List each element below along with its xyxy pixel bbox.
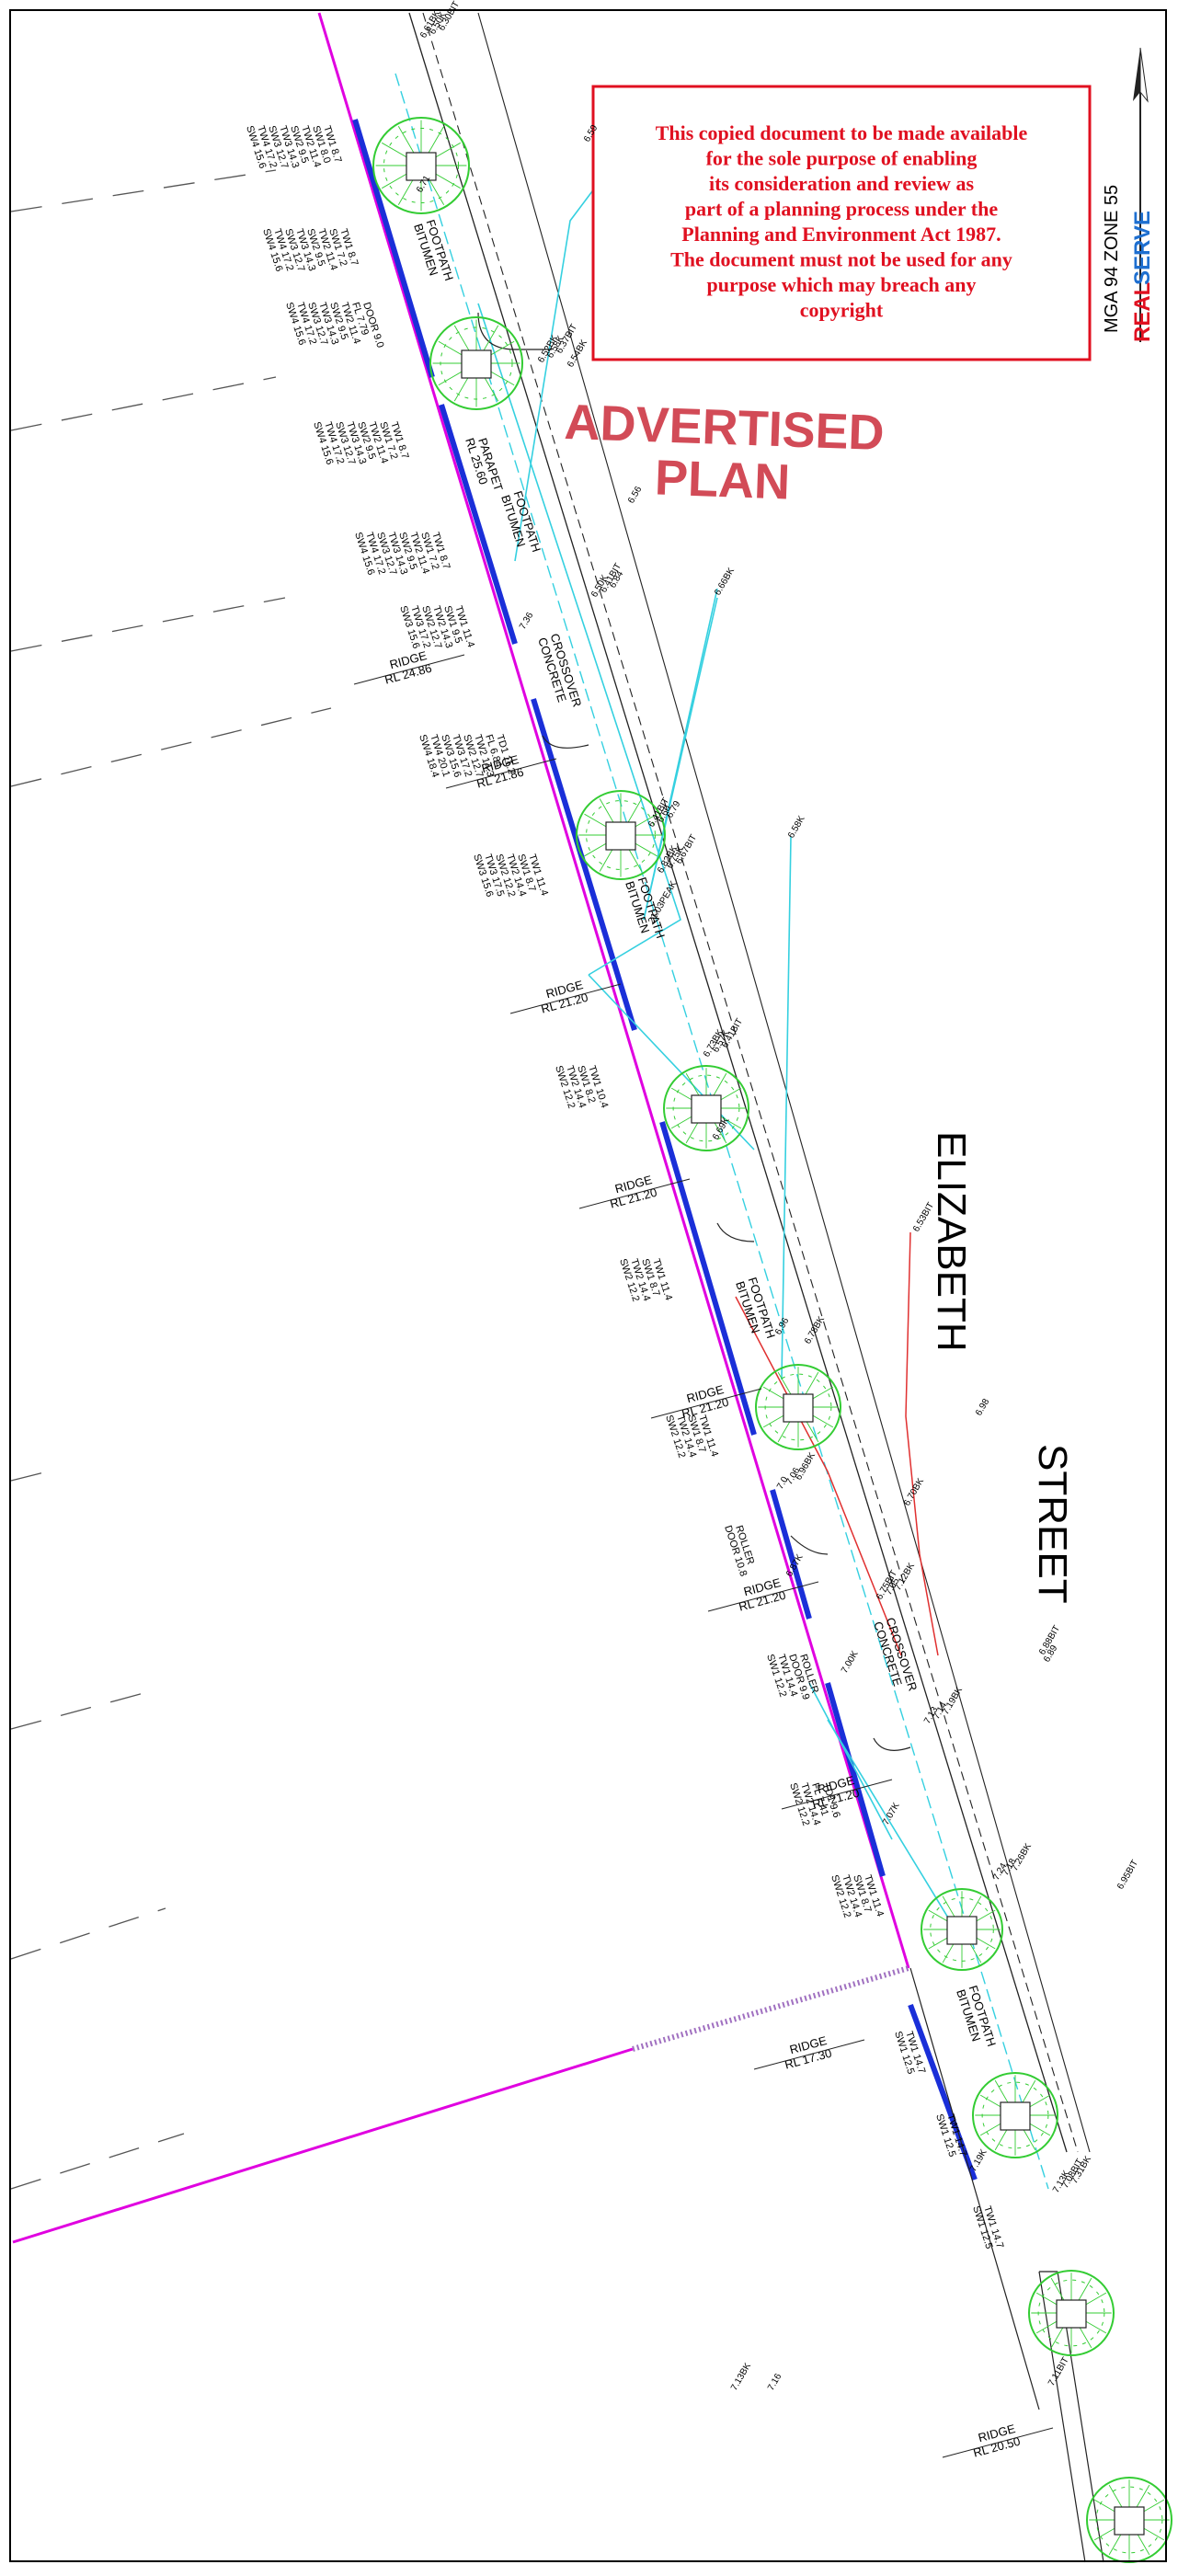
north-arrow-icon [1133,48,1140,101]
ridge-leader [650,1388,762,1419]
neighbour-dashed-lines [10,169,332,2190]
tree-icon [429,316,523,410]
tree-icon [372,117,470,214]
ridge-leader [353,654,465,685]
footpath-label: BITUMENFOOTPATH [954,1984,999,2052]
building-wall-segments [352,119,978,2181]
spot-level-label: 7.16 [766,2372,783,2393]
tree-icon [972,2072,1058,2158]
property-boundary [12,12,910,2244]
ridge-leader [707,1581,819,1612]
notice-line: its consideration and review as [709,172,974,195]
planning-notice: This copied document to be made availabl… [591,85,1092,361]
spot-level-label: 6.96BK [794,1450,818,1482]
stamp-line-2: PLAN [654,450,791,509]
kerb-lines [395,12,1091,2190]
brand-real: REAL [1130,282,1155,342]
spot-level-label: 7.11BIT [1046,2355,1071,2387]
notice-line: The document must not be used for any [670,248,1012,271]
spot-level-label: 7.36 [518,611,535,632]
notice-line: This copied document to be made availabl… [656,121,1028,144]
north-arrow-icon-half [1139,47,1149,103]
tree-icon [921,1888,1003,1971]
street-word-2: STREET [1030,1444,1075,1604]
footpath-label: BITUMENFOOTPATH [411,218,456,286]
spot-level-label: 6.58K [786,814,807,840]
street-name: ELIZABETH STREET [929,1131,1075,1604]
crossover-label: CONCRETECROSSOVER [871,1616,920,1697]
spot-level-label: 6.56 [626,485,644,506]
ridge-leader [578,1178,691,1209]
tree-icon [1028,2270,1115,2356]
tree-icon [663,1065,749,1151]
tree-icon [576,790,666,880]
ridge-leader [509,983,622,1014]
street-trees [372,117,1172,2563]
spot-level-label: 6.96 [773,1316,791,1337]
spot-level-label: 7.26BK [1010,1841,1034,1872]
tree-icon [755,1364,841,1450]
stamp-line-1: ADVERTISED [564,395,886,461]
advertised-stamp: ADVERTISED PLAN [564,395,886,510]
spot-level-label: 6.98 [974,1397,991,1418]
spot-level-label: 6.95BIT [1115,1859,1140,1892]
notice-line: copyright [800,299,884,322]
spot-level-label: 7.13BK [729,2361,753,2392]
spot-level-label: 6.66BK [713,566,737,597]
ridge-leader [753,2039,865,2070]
notice-line: Planning and Environment Act 1987. [681,223,1001,246]
notice-box [591,85,1092,361]
branding: MGA 94 ZONE 55 REAL SERVE [1102,47,1155,342]
crossover-label: CONCRETECROSSOVER [535,632,584,713]
map-zone: MGA 94 ZONE 55 [1102,185,1122,333]
spot-level-label: 6.78BK [803,1314,827,1345]
notice-line: part of a planning process under the [685,198,998,221]
tree-icon [1086,2477,1172,2563]
notice-text-block: This copied document to be made availabl… [656,121,1028,322]
south-boundary [909,1967,1104,2563]
crossover-outlines [477,312,911,1751]
notice-line: for the sole purpose of enabling [706,147,978,170]
service-lines [477,183,957,1932]
footpath-label: BITUMENFOOTPATH [498,489,543,557]
ridge-leader [445,758,557,789]
brand-serve: SERVE [1130,211,1155,285]
red-service-line [735,1231,939,1656]
ridge-leader [942,2427,1054,2458]
notice-line: purpose which may breach any [707,273,977,296]
spot-level-label: 7.19K [968,2147,989,2173]
street-word-1: ELIZABETH [929,1131,974,1352]
spot-level-label: 7.00K [840,1649,861,1675]
ridge-leader [781,1779,893,1810]
